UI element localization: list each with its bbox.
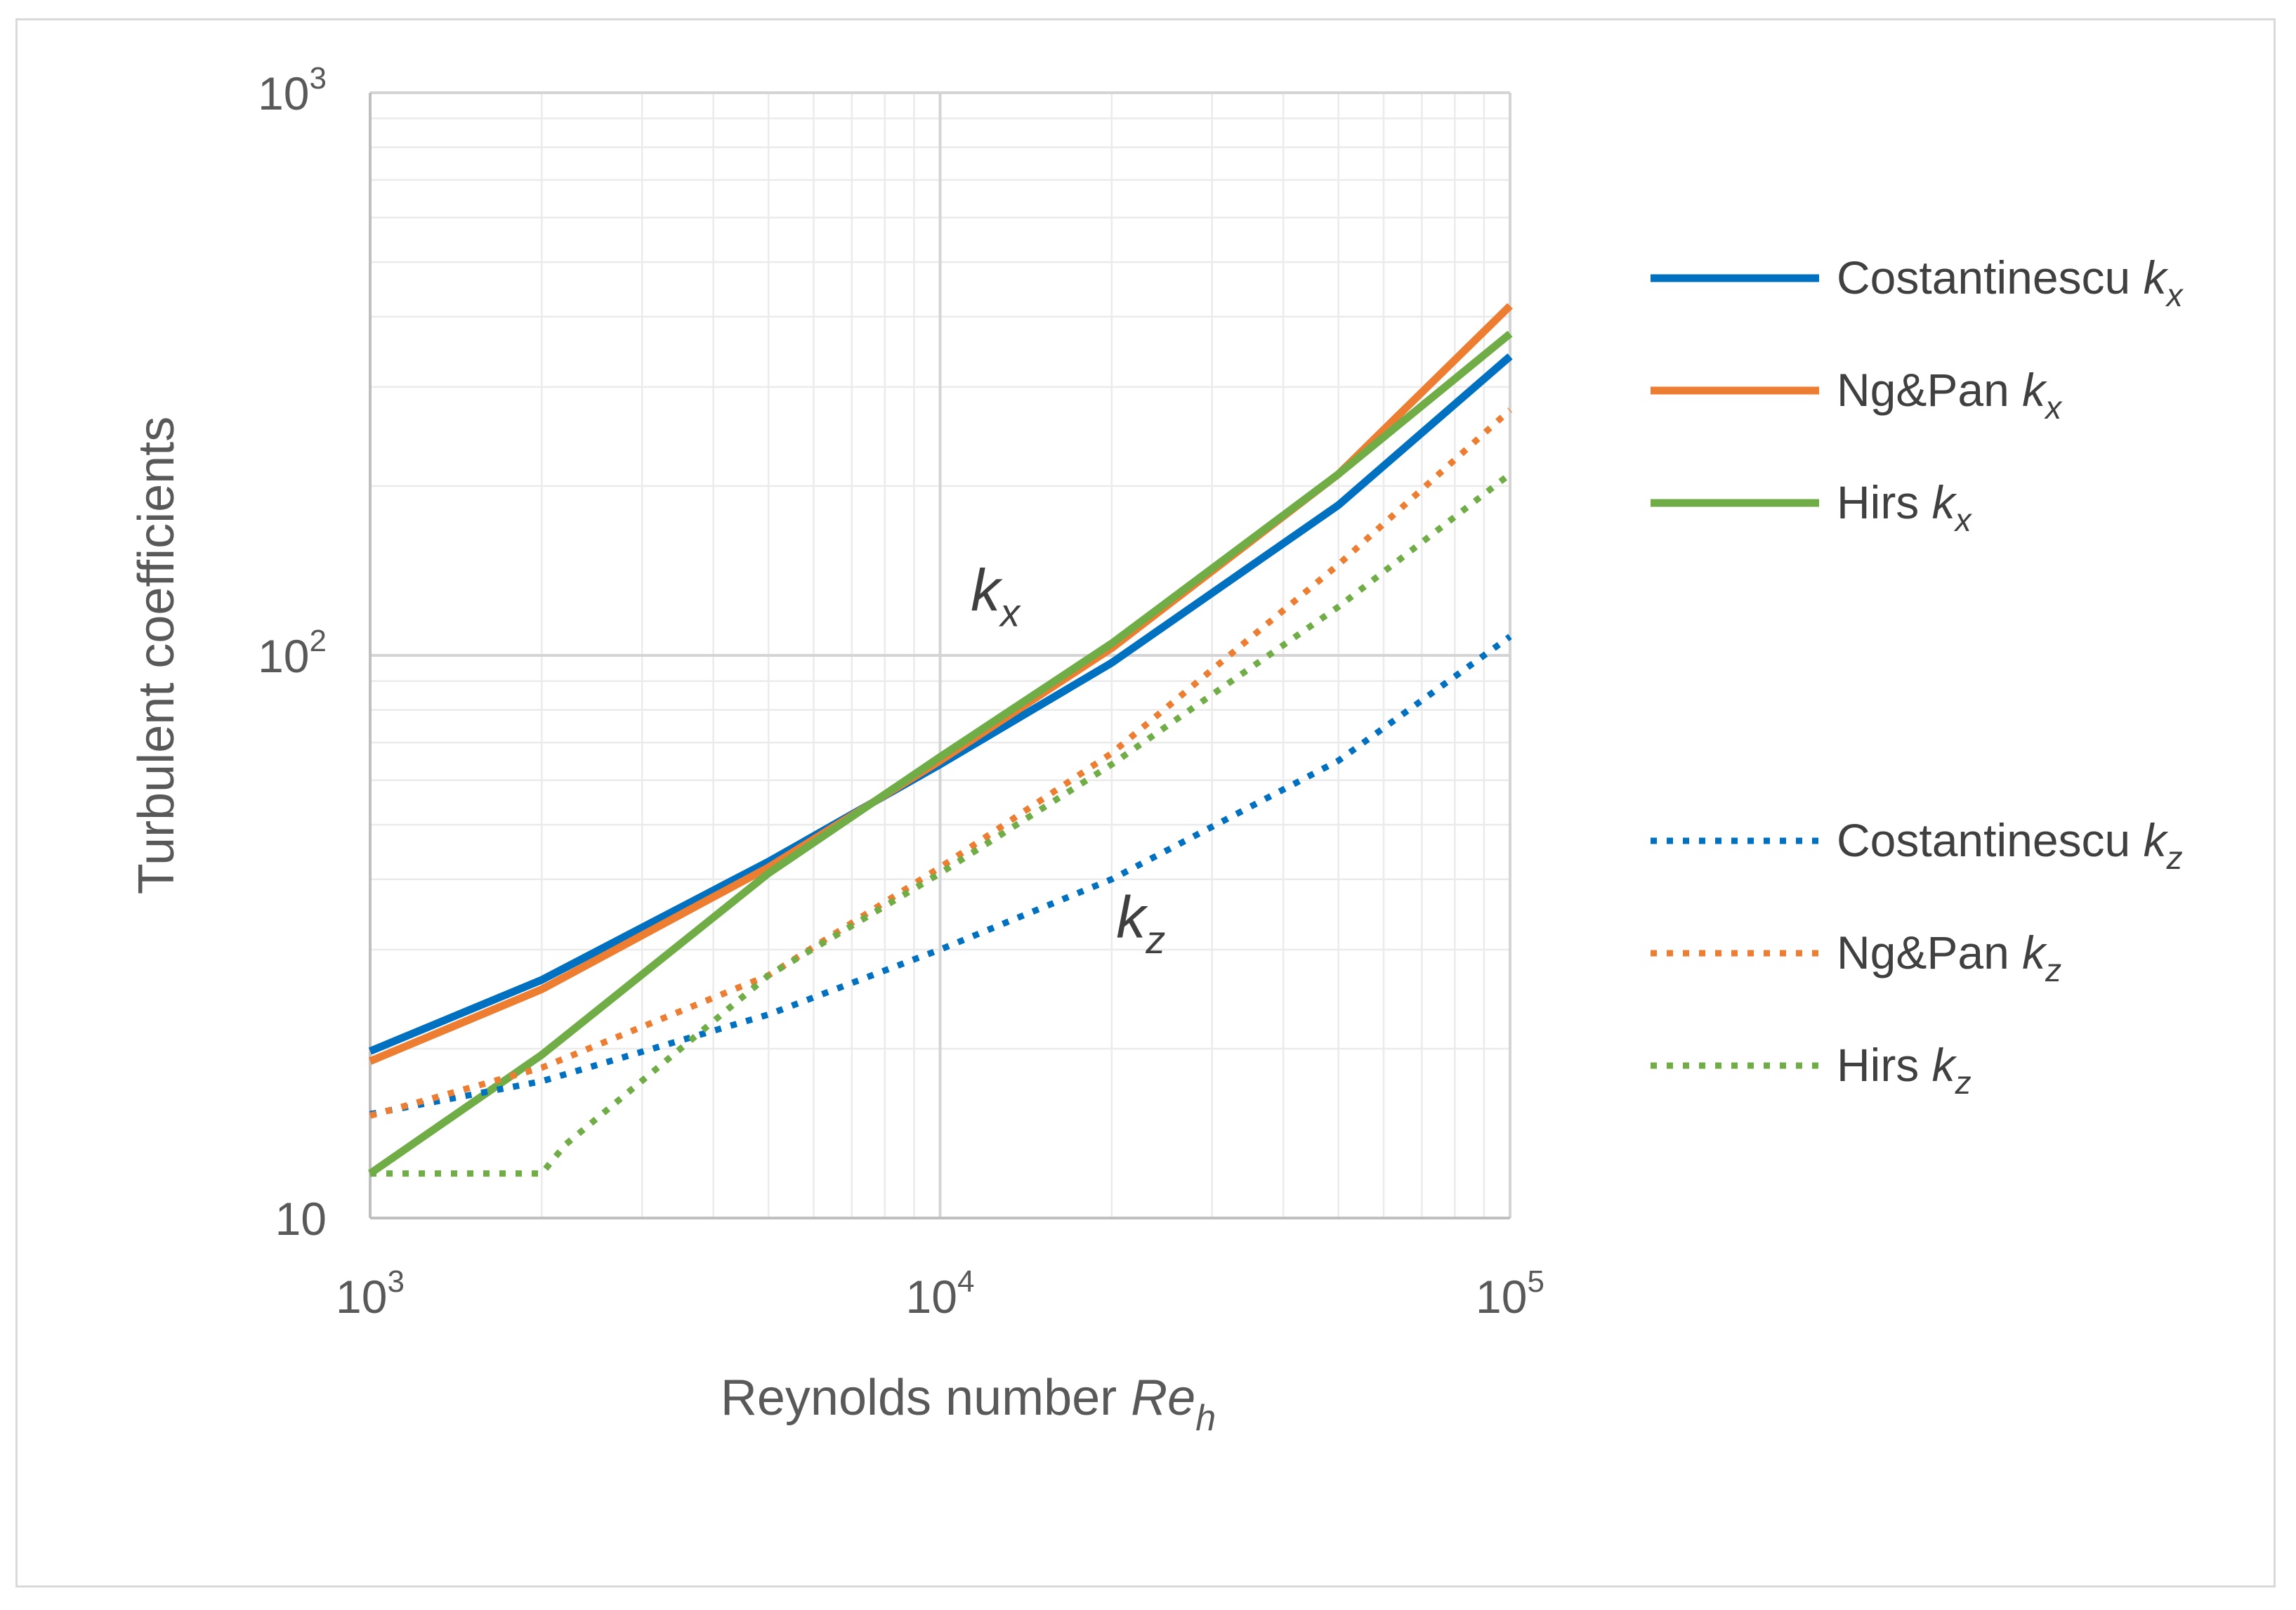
y-tick-exponent: 2	[310, 624, 327, 658]
legend-label-name: Ng&Pan	[1837, 927, 2022, 979]
hirs-kx-line	[367, 330, 1513, 1177]
annotation-var: k	[971, 558, 1003, 624]
legend-label-sub: x	[2044, 389, 2063, 426]
legend-label-name: Costantinescu	[1837, 251, 2144, 303]
x-tick-exponent: 4	[957, 1264, 974, 1299]
x-tick-exponent: 5	[1527, 1264, 1544, 1299]
legend-label-sub: x	[1954, 502, 1973, 538]
annotation-sub: z	[1145, 917, 1165, 962]
legend-label-sub: z	[1955, 1064, 1972, 1101]
y-tick-base: 10	[258, 67, 309, 119]
y-tick-base: 10	[275, 1193, 327, 1245]
x-tick-base: 10	[1476, 1271, 1527, 1323]
costantinescu-kz-line	[369, 634, 1512, 1118]
y-tick-base: 10	[258, 630, 309, 682]
legend-label-var: k	[2144, 814, 2169, 866]
x-tick-base: 10	[906, 1271, 957, 1323]
legend-label-name: Costantinescu	[1837, 814, 2144, 866]
x-axis-title-sub: h	[1195, 1398, 1216, 1439]
x-tick-labels: 103 104 105	[336, 1264, 1544, 1323]
annotation-sub: x	[998, 591, 1021, 635]
x-tick-label: 104	[906, 1264, 975, 1323]
grid	[369, 91, 1511, 1219]
x-axis-title: Reynolds number Reh	[721, 1370, 1216, 1439]
legend-label-name: Hirs	[1837, 1039, 1932, 1091]
legend-label: Costantinescu kx	[1837, 251, 2184, 313]
legend-label-var: k	[2022, 927, 2047, 979]
annotation-var: k	[1116, 884, 1148, 950]
x-tick-base: 10	[336, 1271, 387, 1323]
x-axis-title-text: Reynolds number	[721, 1370, 1131, 1426]
annotation-kz: kz	[1116, 884, 1165, 962]
legend-label-var: k	[2022, 364, 2047, 416]
y-axis-title-text: Turbulent coefficients	[129, 417, 185, 894]
axes	[369, 93, 1510, 1219]
legend-label-name: Ng&Pan	[1837, 364, 2022, 416]
legend-label-var: k	[1932, 476, 1957, 528]
legend-label: Ng&Pan kx	[1837, 364, 2063, 426]
legend-label-name: Hirs	[1837, 476, 1932, 528]
hirs-kz-line	[370, 471, 1512, 1177]
legend-label: Hirs kz	[1837, 1039, 1972, 1101]
x-tick-label: 105	[1476, 1264, 1544, 1323]
legend-label-sub: z	[2045, 952, 2061, 988]
legend-label-var: k	[2144, 251, 2169, 303]
chart-frame: 103 104 105 10 102 103 kx kz Turbulent coeffi…	[15, 18, 2276, 1588]
x-axis-title-var: Re	[1131, 1370, 1195, 1426]
legend-label: Costantinescu kz	[1837, 814, 2183, 876]
y-tick-label: 10	[275, 1193, 327, 1245]
x-tick-exponent: 3	[387, 1264, 404, 1299]
legend-label-var: k	[1932, 1039, 1957, 1091]
y-tick-label: 103	[258, 61, 327, 119]
series-lines	[367, 303, 1513, 1177]
x-tick-label: 103	[336, 1264, 405, 1323]
ng-pan-kz-line	[369, 407, 1513, 1119]
legend-label: Hirs kx	[1837, 476, 1973, 538]
annotation-kx: kx	[971, 558, 1021, 635]
y-axis-title: Turbulent coefficients	[129, 417, 185, 894]
legend-label-sub: x	[2165, 277, 2184, 313]
y-tick-label: 102	[258, 624, 327, 682]
y-tick-exponent: 3	[310, 61, 327, 96]
legend-label-sub: z	[2166, 839, 2183, 876]
legend-label: Ng&Pan kz	[1837, 927, 2061, 988]
